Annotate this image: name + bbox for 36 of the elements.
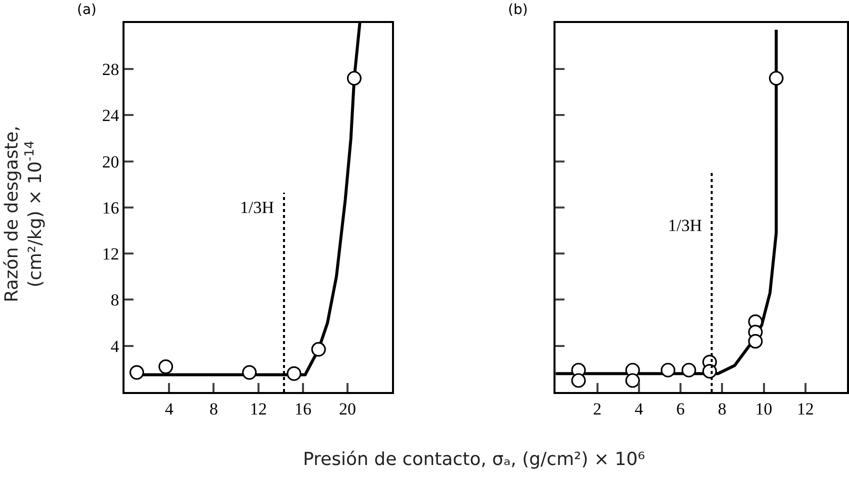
x-tick-label: 8 [718,399,726,418]
y-tick-label: 8 [110,290,120,310]
y-tick-label: 16 [102,198,120,218]
chart-title: (b) [508,2,528,18]
point [346,70,362,86]
x-axis-title: Presión de contacto, σₐ, (g/cm²) × 10⁶ [303,449,645,470]
x-tick-label: 12 [796,399,814,418]
point [625,373,640,388]
y-tick-label: 4 [110,336,120,356]
point [702,364,717,379]
ref-line-label: 1/3H [240,198,274,217]
chart-title: (a) [77,2,97,18]
point [571,373,586,388]
x-tick-label: 6 [676,399,685,418]
y-tick-label: 20 [102,152,120,172]
point [242,365,257,380]
point [768,70,784,86]
point [311,342,326,357]
x-tick-label: 16 [294,399,312,418]
x-tick-label: 20 [339,399,356,418]
point [158,359,174,374]
point [286,366,302,381]
y-tick-label: 28 [102,60,120,79]
x-tick-label: 10 [755,399,772,418]
point [129,365,144,380]
x-tick-label: 4 [164,399,174,418]
point [682,362,696,378]
point [660,362,676,378]
x-tick-label: 2 [593,399,602,418]
y-tick-label: 24 [102,106,120,126]
x-tick-label: 12 [250,399,267,418]
y-tick-label: 12 [102,244,120,264]
ref-line-label: 1/3H [668,216,702,235]
x-tick-label: 8 [209,399,218,418]
x-tick-label: 4 [634,399,644,418]
point [748,334,763,349]
